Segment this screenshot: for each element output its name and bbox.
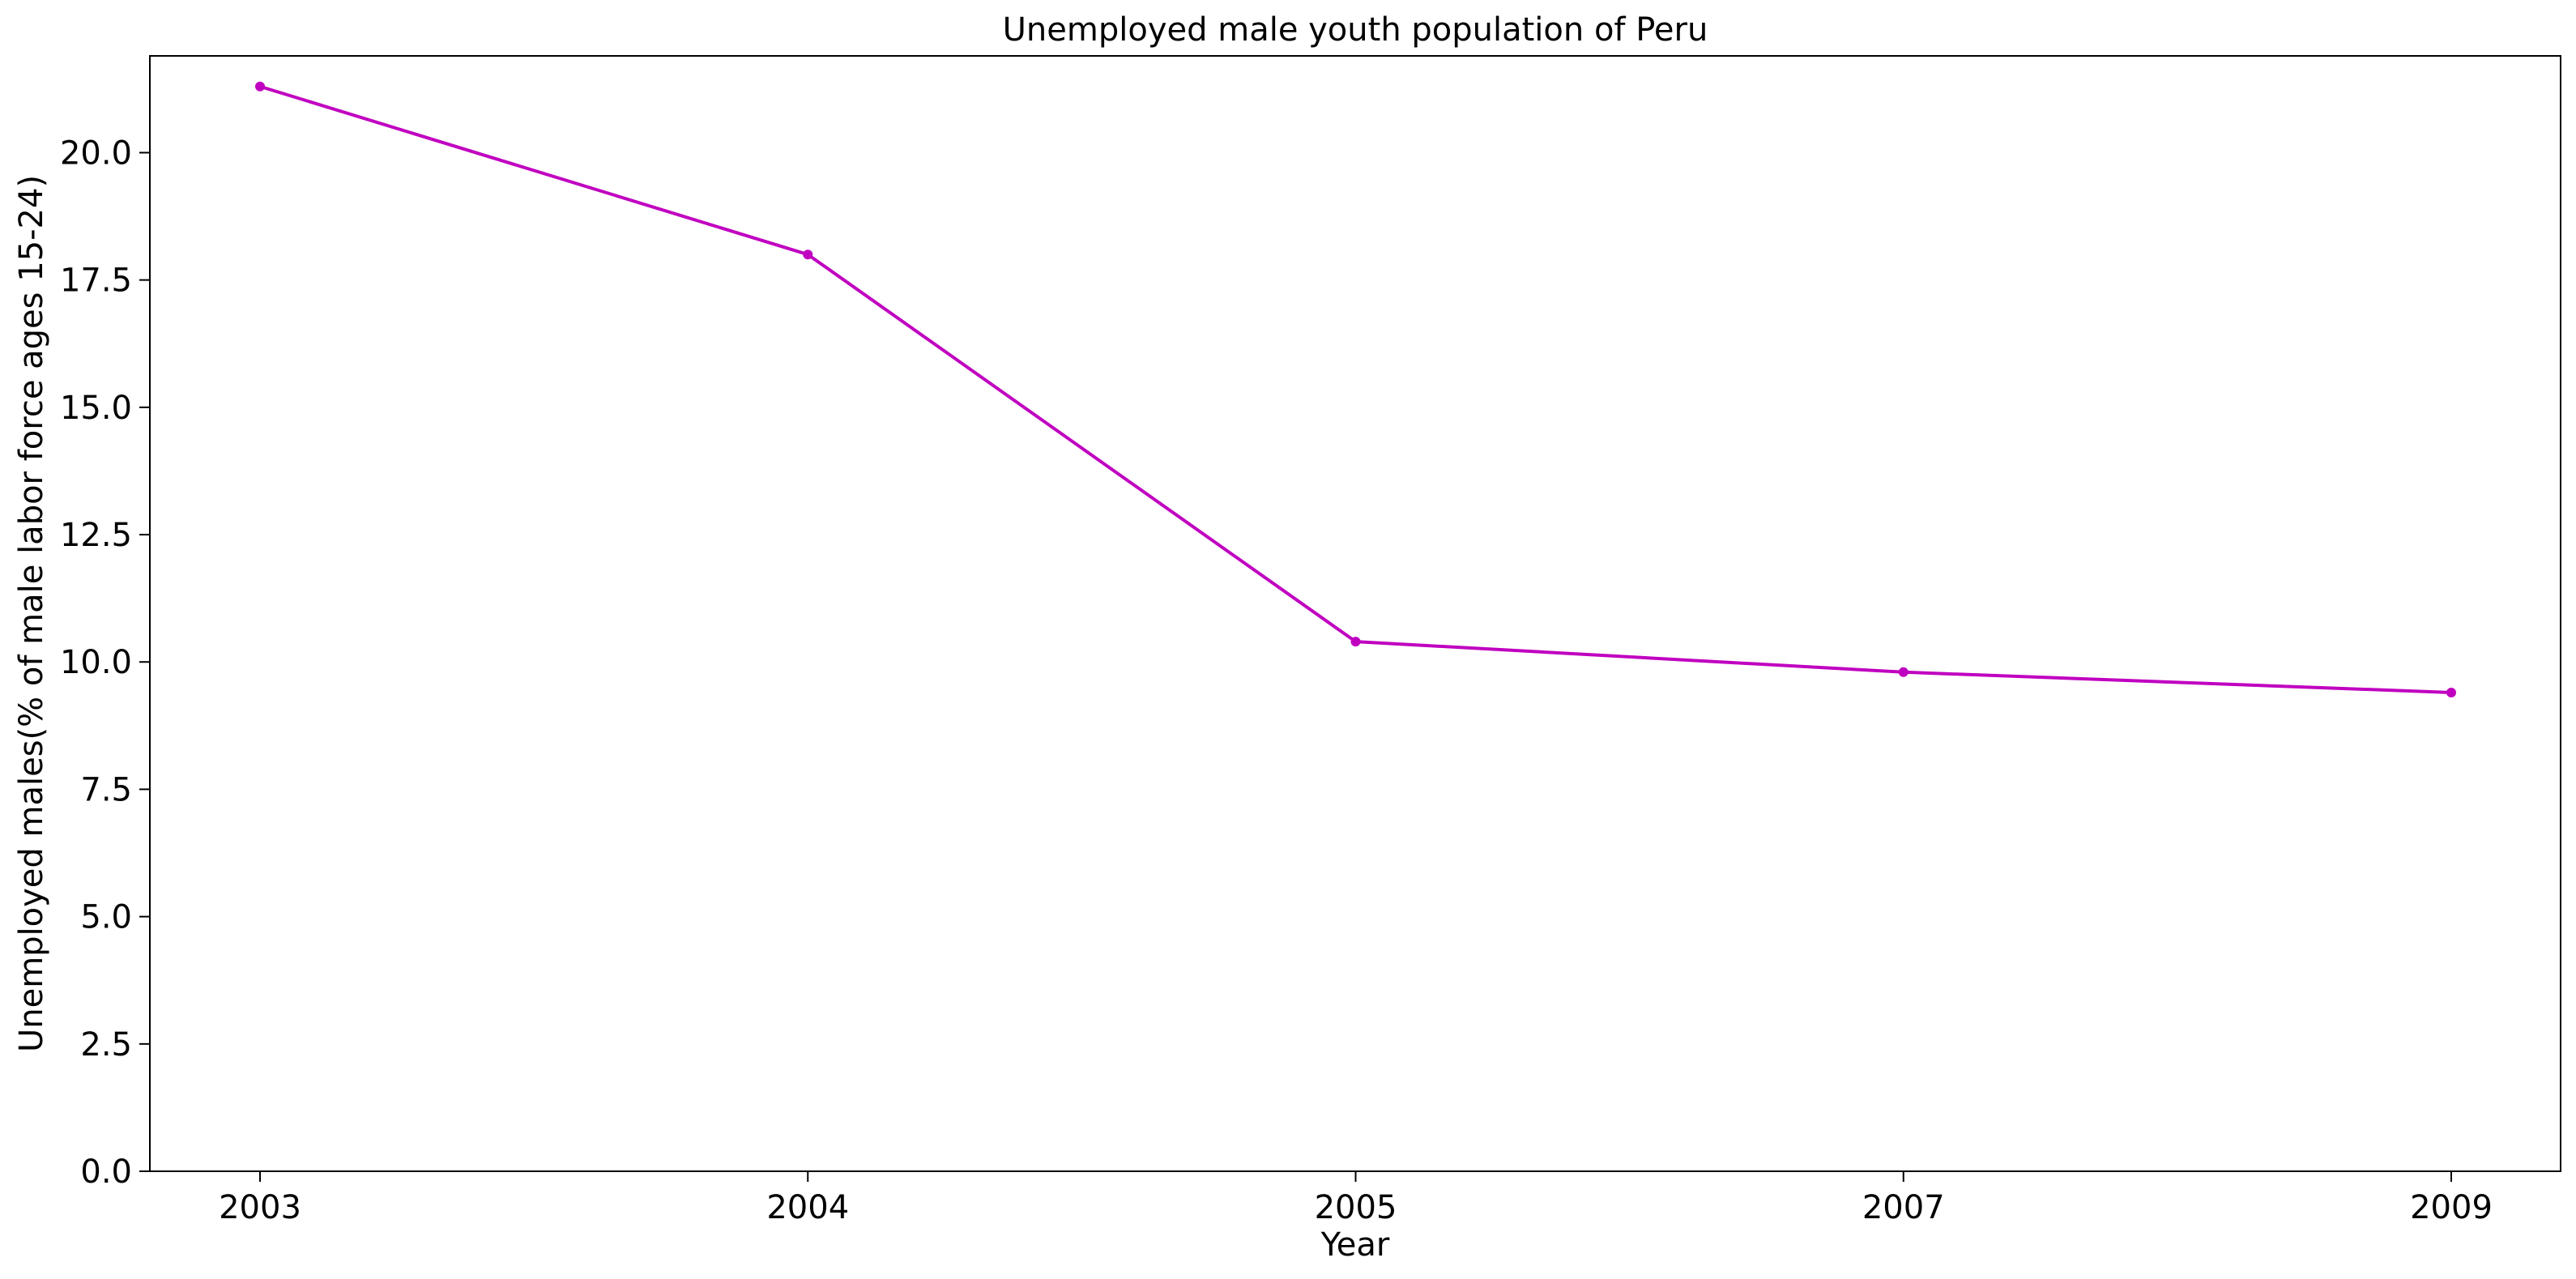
y-axis: 0.0 2.5 5.0 7.5 10.0 12.5 15.0 17.5 20.0 — [60, 134, 150, 1191]
y-tick-label: 20.0 — [60, 134, 132, 172]
x-axis-label: Year — [1320, 1226, 1390, 1264]
series-layer — [255, 81, 2456, 697]
data-point — [1898, 667, 1909, 677]
y-axis-label: Unemployed males(% of male labor force a… — [13, 175, 50, 1052]
y-tick-label: 5.0 — [80, 899, 132, 936]
x-tick-label: 2005 — [1315, 1189, 1397, 1226]
y-tick-label: 12.5 — [60, 517, 132, 554]
y-tick-label: 7.5 — [80, 771, 132, 808]
y-tick-label: 17.5 — [60, 262, 132, 300]
x-tick-label: 2007 — [1862, 1189, 1945, 1226]
y-tick-label: 10.0 — [60, 644, 132, 681]
data-point — [803, 249, 813, 260]
x-tick-label: 2009 — [2410, 1189, 2493, 1226]
x-tick-label: 2004 — [766, 1189, 849, 1226]
y-tick-label: 0.0 — [80, 1153, 132, 1191]
data-point — [255, 81, 265, 92]
y-tick-label: 15.0 — [60, 390, 132, 427]
data-point — [1350, 637, 1361, 647]
data-point — [2446, 687, 2456, 697]
x-tick-label: 2003 — [219, 1189, 301, 1226]
chart-title: Unemployed male youth population of Peru — [1003, 11, 1708, 49]
x-axis: 2003 2004 2005 2007 2009 — [219, 1171, 2493, 1226]
y-tick-label: 2.5 — [80, 1026, 132, 1064]
